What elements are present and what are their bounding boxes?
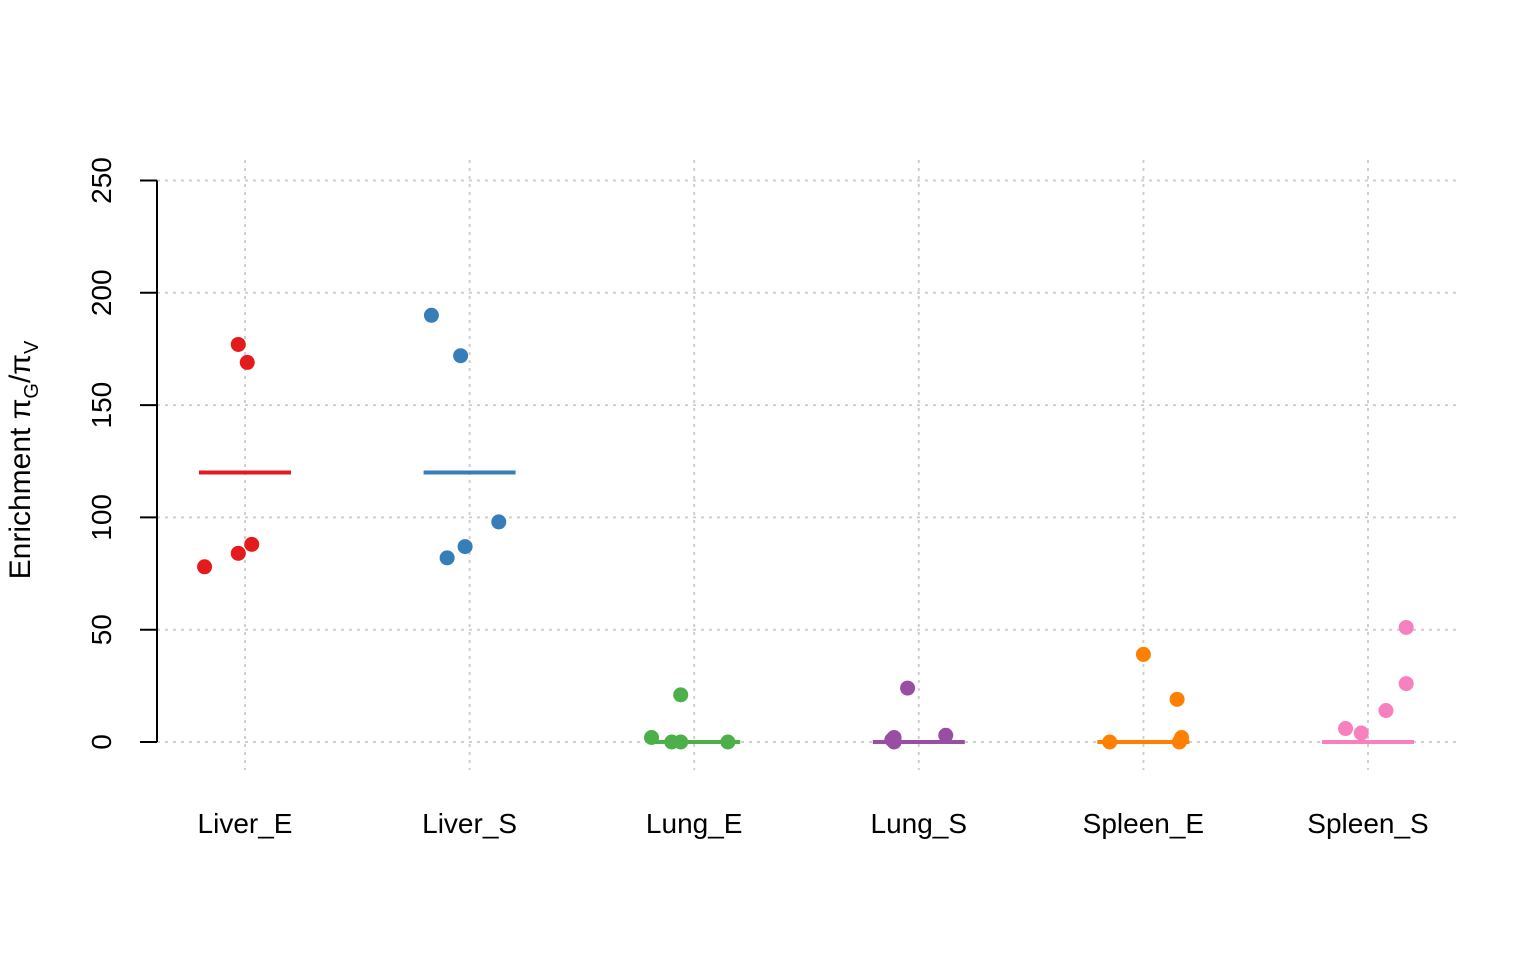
- point-Liver_E-4: [230, 545, 246, 561]
- point-Liver_S-4: [439, 550, 455, 566]
- x-tick-label-Lung_S: Lung_S: [871, 808, 968, 839]
- point-Liver_S-3: [491, 514, 507, 530]
- grid-layer: [157, 160, 1456, 770]
- point-Lung_E-1: [644, 730, 660, 746]
- point-Lung_S-5: [884, 732, 900, 748]
- point-Spleen_S-2: [1353, 725, 1369, 741]
- y-tick-label-0: 0: [86, 734, 117, 750]
- y-tick-label-50: 50: [86, 614, 117, 645]
- point-Spleen_E-1: [1102, 734, 1118, 750]
- y-tick-label-200: 200: [86, 269, 117, 316]
- point-Liver_E-1: [197, 559, 213, 575]
- point-Lung_S-3: [900, 680, 916, 696]
- point-Spleen_S-1: [1338, 721, 1354, 737]
- point-Liver_S-5: [457, 539, 473, 555]
- point-Liver_S-1: [423, 307, 439, 323]
- x-tick-label-Spleen_S: Spleen_S: [1307, 808, 1428, 839]
- y-axis-title-prefix: Enrichment: [4, 419, 37, 579]
- point-Liver_S-2: [453, 348, 469, 364]
- x-tick-label-Liver_S: Liver_S: [422, 808, 517, 839]
- y-axis-title-slash: /: [4, 374, 37, 383]
- y-tick-label-150: 150: [86, 382, 117, 429]
- point-Spleen_S-4: [1398, 619, 1414, 635]
- y-tick-label-250: 250: [86, 157, 117, 204]
- point-Spleen_E-5: [1171, 734, 1187, 750]
- median-lines: [199, 470, 1414, 744]
- y-axis-title: Enrichment πG/πV: [4, 340, 43, 579]
- y-axis-title-sub1: G: [21, 383, 43, 399]
- point-Spleen_S-3: [1378, 703, 1394, 719]
- x-tick-labels: Liver_E Liver_S Lung_E Lung_S Spleen_E Spleen…: [198, 808, 1429, 839]
- point-Lung_E-4: [720, 734, 736, 750]
- y-axis-title-sub2: V: [21, 340, 43, 354]
- x-tick-label-Lung_E: Lung_E: [646, 808, 743, 839]
- point-Spleen_E-2: [1135, 646, 1151, 662]
- point-Lung_E-5: [673, 687, 689, 703]
- point-Liver_E-2: [230, 336, 246, 352]
- y-axis-title-symbol2: π: [4, 354, 37, 375]
- y-axis: 0 50 100 150 200 250: [86, 157, 158, 750]
- point-Liver_E-5: [244, 536, 260, 552]
- x-tick-label-Liver_E: Liver_E: [198, 808, 293, 839]
- point-Lung_S-4: [938, 727, 954, 743]
- x-tick-label-Spleen_E: Spleen_E: [1083, 808, 1204, 839]
- point-Spleen_E-3: [1169, 691, 1185, 707]
- point-Spleen_S-5: [1398, 676, 1414, 692]
- point-Liver_E-3: [239, 354, 255, 370]
- data-points: [197, 307, 1414, 750]
- y-tick-label-100: 100: [86, 494, 117, 541]
- y-axis-title-symbol1: π: [4, 399, 37, 420]
- point-Lung_E-3: [673, 734, 689, 750]
